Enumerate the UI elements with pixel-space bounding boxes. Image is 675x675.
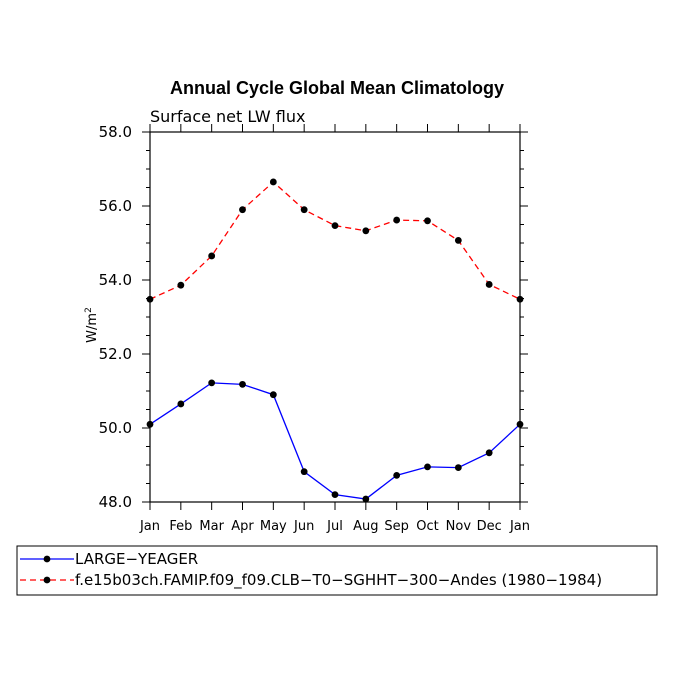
chart-subtitle: Surface net LW flux — [150, 107, 305, 126]
plot-frame — [149, 131, 521, 503]
y-axis-label: W/m2 — [84, 307, 100, 343]
x-tick-label: Feb — [169, 519, 192, 534]
data-point-series-1 — [424, 463, 431, 471]
data-point-series-2 — [177, 281, 185, 289]
series-line-2 — [149, 181, 521, 300]
data-point-series-2 — [424, 217, 431, 225]
data-point-series-2 — [300, 206, 308, 214]
data-point-series-2 — [454, 237, 462, 244]
data-point-series-2 — [485, 281, 493, 288]
y-tick-label: 56.0 — [99, 197, 132, 215]
legend-swatch-marker-1 — [43, 555, 51, 563]
data-point-series-1 — [362, 495, 370, 503]
y-tick-label: 58.0 — [99, 123, 132, 141]
legend: LARGE−YEAGER f.e15b03ch.FAMIP.f09_f09.CLB… — [16, 545, 658, 596]
data-point-series-2 — [269, 178, 277, 186]
y-tick-label: 54.0 — [99, 271, 132, 289]
data-point-series-2 — [208, 252, 216, 260]
x-tick-label: Dec — [477, 519, 502, 534]
data-point-series-2 — [393, 216, 401, 224]
x-tick-label: Oct — [416, 519, 438, 534]
x-tick-label: Sep — [384, 519, 409, 534]
data-point-series-1 — [208, 379, 216, 387]
data-point-series-1 — [393, 471, 401, 479]
y-tick-label: 50.0 — [99, 419, 132, 437]
x-tick-label: Jul — [326, 519, 343, 534]
x-tick-label: Jun — [293, 519, 314, 534]
data-point-series-1 — [454, 464, 462, 471]
data-point-series-1 — [485, 449, 493, 457]
data-point-series-1 — [177, 400, 185, 408]
legend-label-2: f.e15b03ch.FAMIP.f09_f09.CLB−T0−SGHHT−30… — [75, 571, 602, 590]
data-point-series-1 — [239, 380, 246, 388]
chart-title: Annual Cycle Global Mean Climatology — [170, 78, 504, 98]
data-point-series-2 — [362, 227, 370, 235]
series-line-1 — [149, 382, 521, 500]
legend-label-1: LARGE−YEAGER — [75, 550, 198, 568]
x-tick-label: Jan — [139, 519, 160, 534]
series-group — [146, 178, 524, 503]
x-tick-label: Jan — [509, 519, 530, 534]
x-tick-label: Mar — [199, 519, 224, 534]
x-tick-label: May — [260, 519, 287, 534]
x-tick-label: Nov — [446, 519, 472, 534]
y-tick-label: 52.0 — [99, 345, 132, 363]
x-axis-ticks: Jan Feb Mar Apr May Jun Jul Aug Sep Oct Nov Dec Jan — [139, 124, 530, 534]
x-tick-label: Aug — [353, 519, 378, 534]
legend-swatch-marker-2 — [43, 576, 51, 584]
legend-box — [16, 545, 658, 596]
x-tick-label: Apr — [231, 519, 254, 534]
y-axis-ticks: 48.0 50.0 52.0 54.0 56.0 58.0 — [99, 123, 528, 511]
y-tick-label: 48.0 — [99, 493, 132, 511]
data-point-series-1 — [300, 468, 308, 476]
data-point-series-2 — [331, 222, 339, 230]
data-point-series-1 — [331, 491, 339, 498]
data-point-series-1 — [269, 391, 277, 399]
data-point-series-2 — [239, 206, 246, 214]
